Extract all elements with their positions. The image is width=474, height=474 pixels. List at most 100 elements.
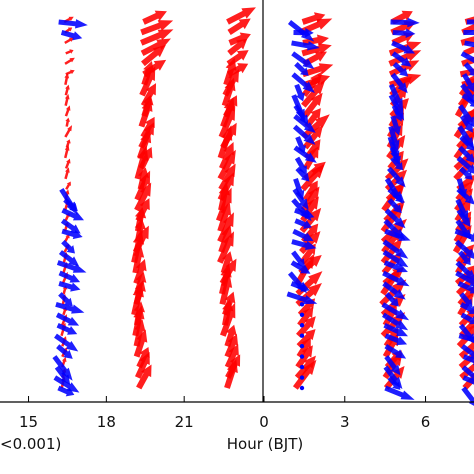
right-panel-xlabel: Hour (BJT) [227,435,303,453]
red-wind-arrow [296,329,316,349]
blue-calm-dot [299,302,305,307]
blue-wind-arrow [58,19,88,29]
red-wind-arrow [388,50,422,67]
blue-wind-arrow [384,385,415,400]
red-wind-arrow [217,125,233,159]
red-wind-arrow [132,244,145,274]
red-wind-arrow [64,84,70,96]
blue-wind-arrow [454,228,474,242]
red-wind-arrow [297,307,314,328]
blue-wind-arrow [293,104,309,126]
red-wind-arrow [65,139,71,148]
red-wind-arrow [220,251,234,274]
blue-wind-arrow [54,365,71,385]
blue-wind-arrow [388,83,404,111]
red-wind-arrow [453,145,474,171]
red-wind-arrow [380,293,406,318]
blue-wind-arrow [294,207,315,219]
blue-wind-arrow [55,301,85,314]
blue-wind-arrow [295,136,306,154]
blue-wind-arrow [461,386,474,409]
blue-wind-arrow [295,166,310,182]
blue-wind-arrow [384,208,406,229]
red-wind-arrow [302,92,323,118]
blue-wind-arrow [56,322,78,335]
red-wind-arrow [219,263,232,295]
red-wind-arrow [64,234,70,243]
blue-wind-arrow [56,260,87,273]
blue-wind-arrow [381,302,410,321]
blue-wind-arrow [461,93,474,108]
blue-wind-arrow [387,166,406,188]
blue-calm-dot [299,354,305,359]
blue-wind-arrow [294,156,307,175]
blue-calm-dot [299,375,305,380]
red-wind-arrow [219,141,234,170]
blue-wind-arrow [460,344,474,360]
red-wind-arrow [217,149,236,181]
blue-wind-arrow [61,207,85,221]
blue-calm-dot [299,323,305,328]
red-wind-arrow [301,12,326,25]
red-wind-arrow [64,167,70,180]
blue-wind-arrow [389,146,401,165]
blue-wind-arrow [384,344,407,359]
blue-wind-arrow [291,250,305,268]
red-wind-arrow [296,337,311,359]
blue-wind-arrow [294,218,312,229]
red-wind-arrow [140,38,171,57]
red-wind-arrow [64,57,75,65]
blue-wind-arrow [382,239,409,259]
blue-wind-arrow [55,312,80,326]
blue-wind-arrow [57,385,75,397]
blue-wind-arrow [291,239,317,251]
red-wind-arrow [65,49,74,55]
blue-wind-arrow [56,344,73,359]
red-wind-arrow [64,37,75,44]
red-wind-arrow [134,351,150,379]
red-wind-arrow [301,43,332,57]
blue-wind-arrow [382,312,409,331]
blue-wind-arrow [387,187,405,203]
blue-wind-arrow [390,115,401,136]
blue-wind-arrow [457,250,471,266]
x-axis-ticks: 15 18 21 0 3 6 [19,396,430,431]
red-wind-arrow [221,77,236,107]
blue-wind-arrow [460,51,474,69]
blue-wind-arrow [384,292,399,307]
blue-wind-arrow [58,270,81,283]
red-wind-arrow [134,182,152,212]
blue-wind-arrow [293,27,314,38]
blue-wind-arrow [292,124,316,145]
red-wind-arrow [141,44,166,67]
red-wind-arrow [133,259,147,285]
x-tick-label: 18 [97,413,116,431]
blue-wind-arrow [291,72,315,93]
blue-wind-arrow [290,260,311,274]
blue-wind-arrow [52,355,73,381]
red-wind-arrow [458,336,474,359]
red-wind-arrow [65,117,71,127]
red-wind-arrow [138,97,153,128]
blue-wind-arrow [391,104,403,122]
blue-wind-arrow [60,30,83,41]
blue-wind-arrow [61,239,75,254]
blue-wind-arrow [382,281,406,300]
red-wind-arrow [300,164,325,192]
blue-wind-arrow [293,114,316,133]
blue-wind-arrow [459,292,473,308]
red-wind-arrow [224,359,238,389]
red-wind-arrow [226,7,256,25]
blue-wind-arrow [292,187,309,210]
blue-wind-arrow [286,291,318,305]
red-wind-arrow [218,224,232,254]
blue-wind-arrow [459,114,473,133]
red-wind-arrow [218,163,236,191]
red-wind-arrow [302,125,323,150]
blue-wind-arrow [460,312,474,325]
blue-wind-arrow [390,156,403,171]
x-tick-label: 0 [259,413,269,431]
red-wind-arrow [224,344,239,369]
blue-wind-arrow [454,239,474,260]
blue-wind-arrow [462,354,474,366]
